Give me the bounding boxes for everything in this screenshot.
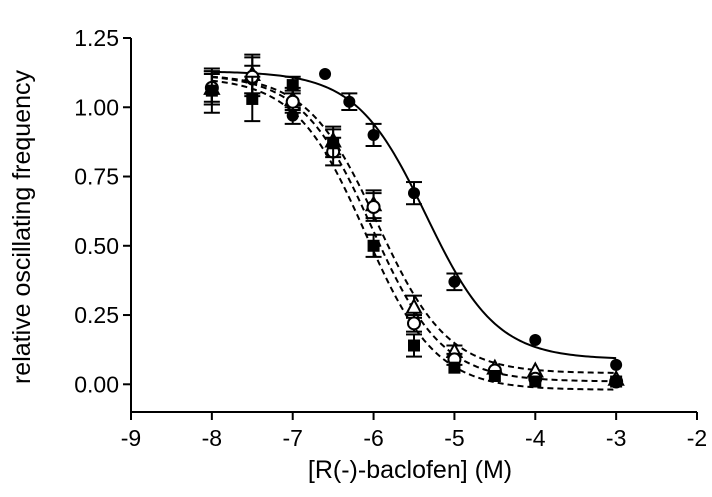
data-point-filled-circle <box>448 275 461 288</box>
x-tick-label: -6 <box>363 425 383 451</box>
y-tick-label: 0.75 <box>74 164 119 190</box>
ticks: -9 -8 -7 -6 -5 -4 -3 -2 0.00 0.25 0.50 0.75 1.00 1.25 <box>74 25 707 451</box>
y-tick-label: 1.00 <box>74 94 119 120</box>
x-tick-label: -5 <box>444 425 464 451</box>
data-point-filled-circle <box>319 68 332 81</box>
data-point-filled-square <box>408 339 420 352</box>
data-point-filled-circle <box>367 128 380 141</box>
y-tick-label: 1.25 <box>74 25 119 51</box>
data-point-open-circle <box>366 199 381 214</box>
x-tick-label: -3 <box>606 425 626 451</box>
data-point-open-triangle <box>405 297 423 314</box>
data-point-filled-square <box>246 92 259 105</box>
fit-curve-open-circle <box>211 76 617 383</box>
data-point-filled-circle <box>408 187 420 200</box>
fit-curve-filled-square <box>211 79 617 391</box>
data-point-filled-square <box>488 369 501 382</box>
data-point-filled-circle <box>343 95 356 108</box>
x-axis-title: [R(-)-baclofen] (M) <box>308 456 512 484</box>
data-point-filled-square <box>610 375 623 388</box>
y-tick-label: 0.25 <box>74 302 119 328</box>
fit-curve-open-triangle <box>211 75 617 374</box>
y-tick-label: 0.50 <box>74 233 119 259</box>
axes <box>130 38 697 413</box>
data-point-filled-square <box>327 137 340 150</box>
data-point-open-circle <box>407 316 421 331</box>
x-tick-label: -4 <box>525 425 546 451</box>
data-point-filled-circle <box>610 358 623 371</box>
data-point-filled-square <box>367 239 380 252</box>
data-point-filled-square <box>286 79 299 92</box>
y-axis-title: relative oscillating frequency <box>8 69 36 384</box>
data-point-filled-square <box>529 375 542 388</box>
data-point-open-circle <box>285 94 300 109</box>
x-tick-label: -7 <box>282 425 302 451</box>
x-tick-label: -9 <box>121 425 141 451</box>
x-tick-label: -8 <box>202 425 222 451</box>
data-point-filled-circle <box>529 333 542 346</box>
y-tick-label: 0.00 <box>74 371 119 397</box>
data-point-filled-square <box>205 84 218 97</box>
data-point-filled-square <box>448 361 461 374</box>
data-points <box>203 53 625 389</box>
x-tick-label: -2 <box>687 425 707 451</box>
